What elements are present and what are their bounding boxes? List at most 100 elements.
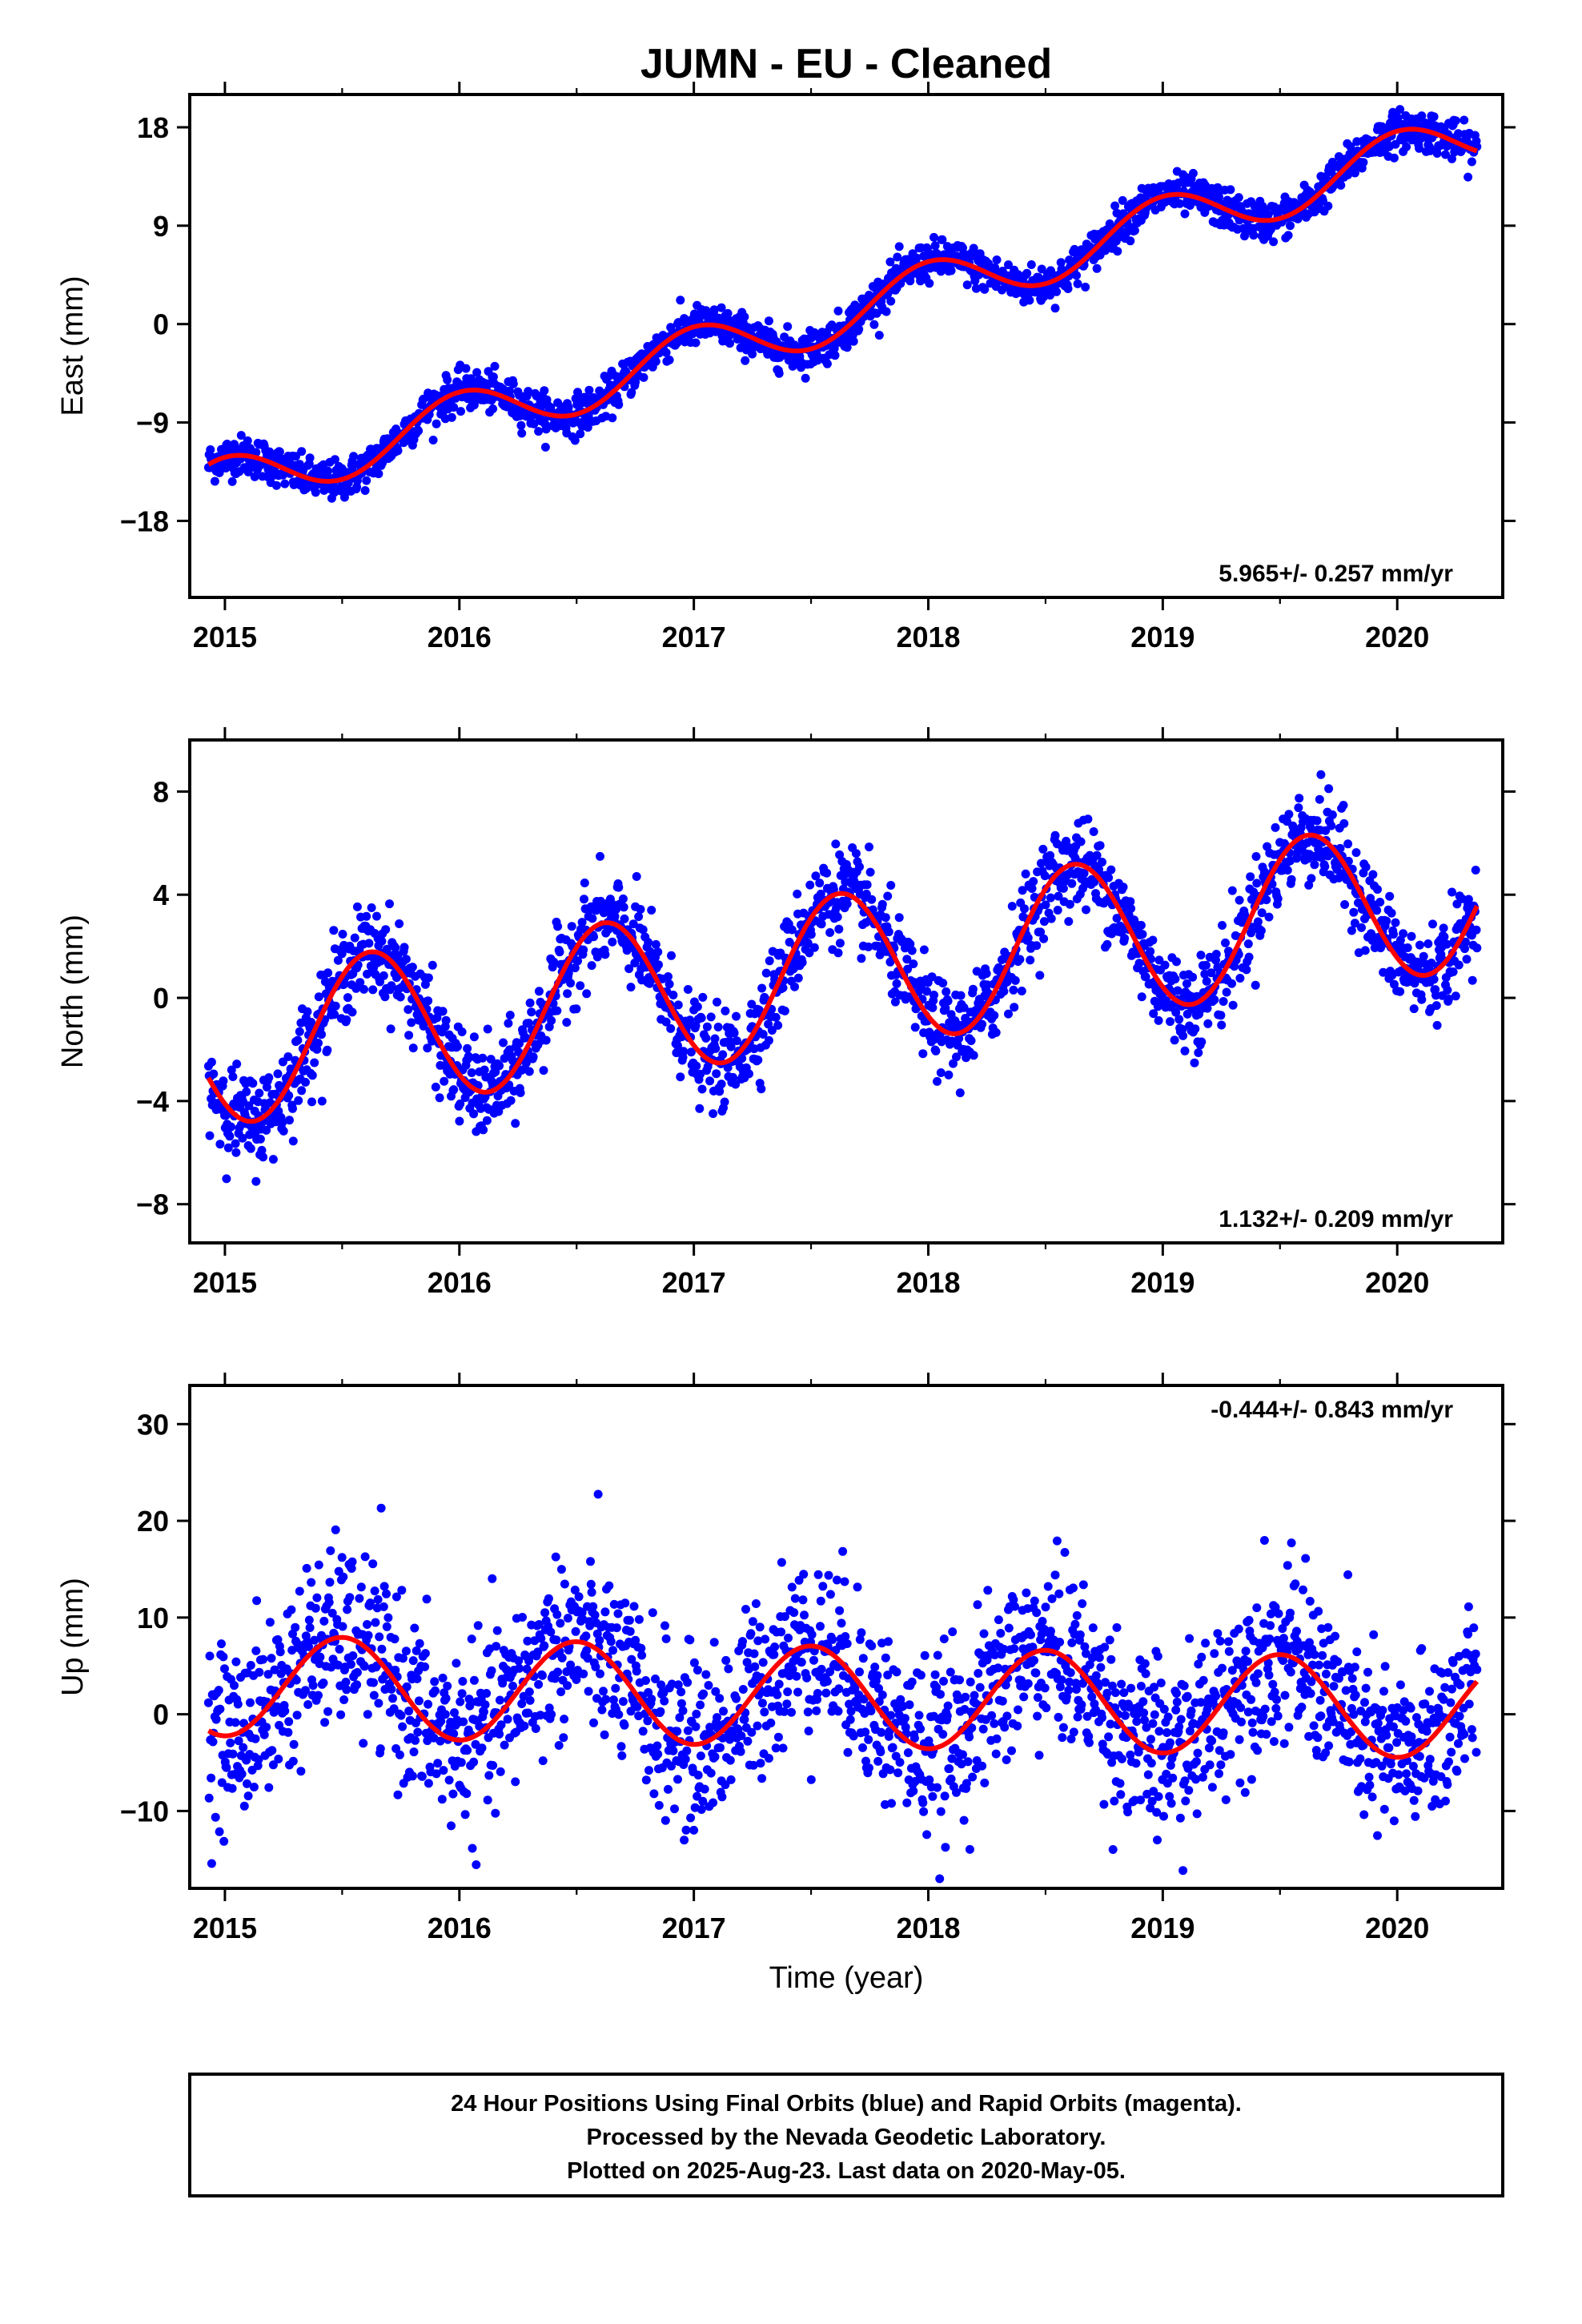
data-point bbox=[881, 307, 891, 316]
data-point bbox=[581, 1631, 591, 1641]
data-point bbox=[280, 479, 290, 489]
data-point bbox=[486, 1055, 496, 1064]
data-point bbox=[654, 960, 663, 970]
data-point bbox=[307, 1071, 317, 1080]
data-point bbox=[710, 1034, 720, 1043]
data-point bbox=[308, 1681, 318, 1691]
data-point bbox=[614, 400, 624, 409]
data-point bbox=[1244, 952, 1254, 962]
data-point bbox=[438, 1673, 448, 1683]
data-point bbox=[718, 1050, 728, 1059]
data-point bbox=[469, 1757, 479, 1767]
data-point bbox=[769, 1650, 779, 1659]
data-point bbox=[275, 447, 284, 456]
data-point bbox=[700, 1784, 709, 1794]
data-point bbox=[482, 1689, 492, 1698]
data-point bbox=[750, 1662, 760, 1671]
data-point bbox=[1286, 221, 1295, 231]
data-point bbox=[693, 1771, 703, 1780]
data-point bbox=[456, 407, 465, 416]
data-point bbox=[894, 913, 904, 923]
data-point bbox=[1004, 260, 1013, 270]
data-point bbox=[395, 1750, 404, 1759]
data-point bbox=[517, 1699, 527, 1708]
data-point bbox=[496, 1767, 505, 1776]
data-point bbox=[291, 452, 300, 461]
data-point bbox=[886, 296, 896, 306]
x-tick-label: 2015 bbox=[193, 621, 257, 653]
data-point bbox=[388, 1694, 397, 1703]
data-point bbox=[771, 1012, 781, 1022]
data-point bbox=[495, 1061, 504, 1071]
data-point bbox=[484, 1771, 494, 1780]
data-point bbox=[1170, 1035, 1179, 1045]
data-point bbox=[307, 1018, 316, 1027]
data-point bbox=[583, 423, 592, 432]
data-point bbox=[1126, 897, 1135, 907]
y-tick-label: 8 bbox=[153, 775, 169, 808]
data-point bbox=[1221, 938, 1230, 947]
data-point bbox=[638, 1727, 648, 1736]
data-point bbox=[339, 1572, 348, 1582]
data-point bbox=[220, 1664, 229, 1674]
data-point bbox=[842, 899, 852, 909]
data-point bbox=[1327, 810, 1337, 819]
data-point bbox=[1417, 995, 1427, 1004]
data-point bbox=[1218, 921, 1227, 930]
data-point bbox=[205, 1651, 215, 1661]
data-point bbox=[319, 1679, 328, 1687]
data-point bbox=[797, 958, 807, 967]
data-point bbox=[225, 1132, 235, 1141]
data-point bbox=[323, 1707, 333, 1716]
data-point bbox=[849, 336, 858, 346]
data-point bbox=[608, 413, 617, 423]
data-point bbox=[767, 1026, 777, 1035]
data-point bbox=[1010, 975, 1020, 985]
data-point bbox=[364, 939, 374, 948]
data-point bbox=[653, 947, 663, 957]
data-point bbox=[295, 1027, 304, 1036]
data-point bbox=[297, 1086, 307, 1096]
data-point bbox=[618, 1697, 628, 1707]
data-point bbox=[634, 912, 644, 922]
figure-title: JUMN - EU - Cleaned bbox=[640, 41, 1052, 87]
data-point bbox=[369, 1678, 378, 1687]
data-point bbox=[801, 373, 810, 383]
data-point bbox=[386, 1024, 396, 1034]
data-point bbox=[1339, 818, 1349, 828]
data-point bbox=[677, 1687, 686, 1697]
data-point bbox=[715, 1694, 725, 1703]
data-point bbox=[1283, 866, 1292, 875]
data-point bbox=[375, 1744, 385, 1754]
data-point bbox=[773, 1690, 782, 1699]
y-tick-label: 9 bbox=[153, 210, 169, 243]
data-point bbox=[1339, 801, 1348, 810]
data-point bbox=[1249, 231, 1259, 240]
data-point bbox=[336, 1710, 346, 1719]
data-point bbox=[271, 480, 281, 490]
data-point bbox=[790, 982, 799, 991]
data-point bbox=[773, 1020, 783, 1030]
data-point bbox=[958, 243, 967, 252]
data-point bbox=[724, 1664, 733, 1674]
data-point bbox=[283, 1052, 293, 1061]
data-point bbox=[692, 1061, 701, 1071]
data-point bbox=[683, 1678, 693, 1687]
data-point bbox=[291, 1622, 300, 1632]
data-point bbox=[746, 1629, 756, 1638]
data-point bbox=[892, 979, 901, 988]
data-point bbox=[236, 431, 246, 440]
data-point bbox=[586, 1557, 595, 1566]
data-point bbox=[390, 1634, 400, 1644]
data-point bbox=[765, 956, 774, 966]
data-point bbox=[363, 1620, 371, 1629]
data-point bbox=[709, 1798, 718, 1807]
data-point bbox=[723, 1063, 733, 1072]
data-point bbox=[910, 1023, 920, 1032]
data-point bbox=[296, 1767, 306, 1776]
data-point bbox=[661, 1017, 671, 1027]
data-point bbox=[584, 1687, 593, 1696]
data-point bbox=[582, 989, 592, 999]
data-point bbox=[547, 1015, 556, 1025]
data-point bbox=[855, 862, 864, 871]
